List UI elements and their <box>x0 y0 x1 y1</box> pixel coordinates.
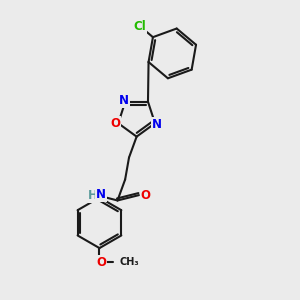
Text: H: H <box>88 189 98 202</box>
Text: Cl: Cl <box>134 20 146 33</box>
Text: O: O <box>110 117 120 130</box>
Text: O: O <box>140 189 150 202</box>
Text: N: N <box>152 118 161 131</box>
Text: N: N <box>119 94 129 107</box>
Text: O: O <box>96 256 106 268</box>
Text: N: N <box>96 188 106 201</box>
Text: CH₃: CH₃ <box>119 257 139 267</box>
